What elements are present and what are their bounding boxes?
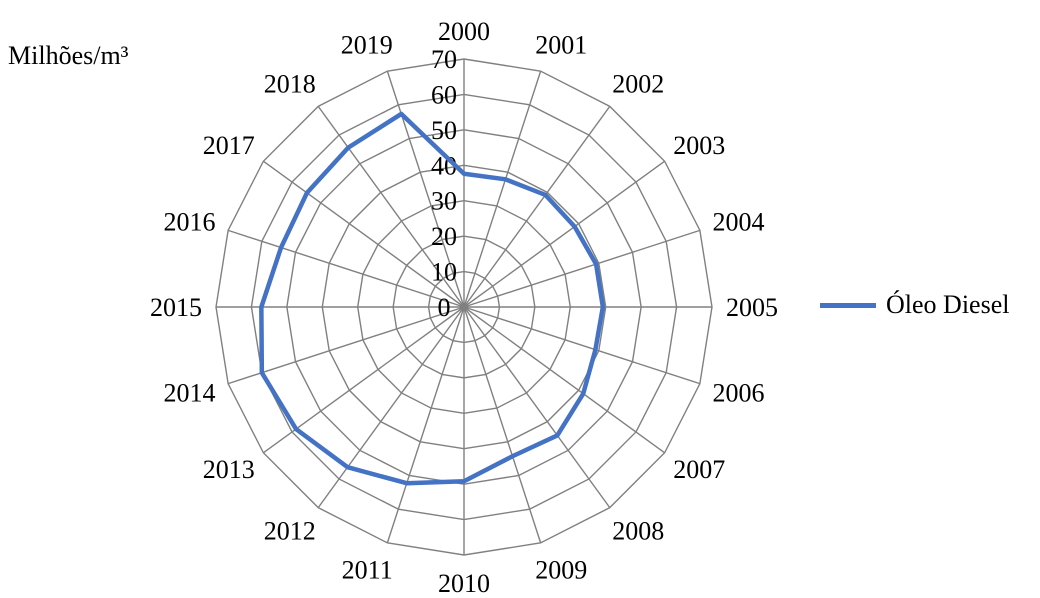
category-label: 2008 bbox=[612, 516, 664, 545]
category-label: 2000 bbox=[438, 17, 490, 46]
category-label: 2016 bbox=[164, 208, 216, 237]
unit-label: Milhões/m³ bbox=[8, 41, 129, 70]
radial-tick-label: 0 bbox=[438, 293, 451, 322]
legend-swatch bbox=[820, 302, 876, 308]
spoke-line bbox=[262, 160, 465, 308]
category-label: 2010 bbox=[438, 569, 490, 598]
spoke-line bbox=[463, 306, 666, 454]
radial-tick-label: 70 bbox=[431, 45, 457, 74]
radial-tick-label: 30 bbox=[431, 187, 457, 216]
category-label: 2017 bbox=[203, 131, 255, 160]
spoke-line bbox=[463, 105, 611, 308]
spoke-line bbox=[386, 70, 465, 308]
category-label: 2019 bbox=[341, 31, 393, 60]
category-label: 2006 bbox=[712, 378, 764, 407]
radial-tick-label: 60 bbox=[431, 80, 457, 109]
category-label: 2015 bbox=[150, 293, 202, 322]
category-label: 2003 bbox=[673, 131, 725, 160]
category-label: 2007 bbox=[673, 455, 725, 484]
spoke-line bbox=[317, 306, 465, 509]
legend: Óleo Diesel bbox=[820, 290, 1009, 320]
category-label: 2005 bbox=[726, 293, 778, 322]
radial-tick-label: 20 bbox=[431, 222, 457, 251]
spoke-line bbox=[463, 306, 542, 544]
legend-label: Óleo Diesel bbox=[886, 290, 1010, 319]
spoke-line bbox=[317, 105, 465, 308]
series-line bbox=[259, 111, 606, 486]
category-label: 2011 bbox=[342, 555, 393, 584]
category-label: 2012 bbox=[264, 516, 316, 545]
category-label: 2014 bbox=[164, 378, 216, 407]
category-label: 2018 bbox=[264, 70, 316, 99]
category-label: 2013 bbox=[203, 455, 255, 484]
radial-tick-label: 10 bbox=[431, 258, 457, 287]
spoke-line bbox=[463, 70, 542, 308]
spoke-line bbox=[227, 229, 465, 308]
category-label: 2004 bbox=[712, 208, 764, 237]
spoke-line bbox=[463, 229, 701, 308]
spoke-line bbox=[463, 160, 666, 308]
category-label: 2002 bbox=[612, 70, 664, 99]
spoke-line bbox=[463, 306, 611, 509]
spoke-line bbox=[227, 306, 465, 385]
spoke-line bbox=[262, 306, 465, 454]
radial-tick-label: 50 bbox=[431, 116, 457, 145]
spoke-line bbox=[463, 306, 701, 385]
category-label: 2009 bbox=[535, 555, 587, 584]
category-label: 2001 bbox=[535, 31, 587, 60]
spoke-line bbox=[386, 306, 465, 544]
